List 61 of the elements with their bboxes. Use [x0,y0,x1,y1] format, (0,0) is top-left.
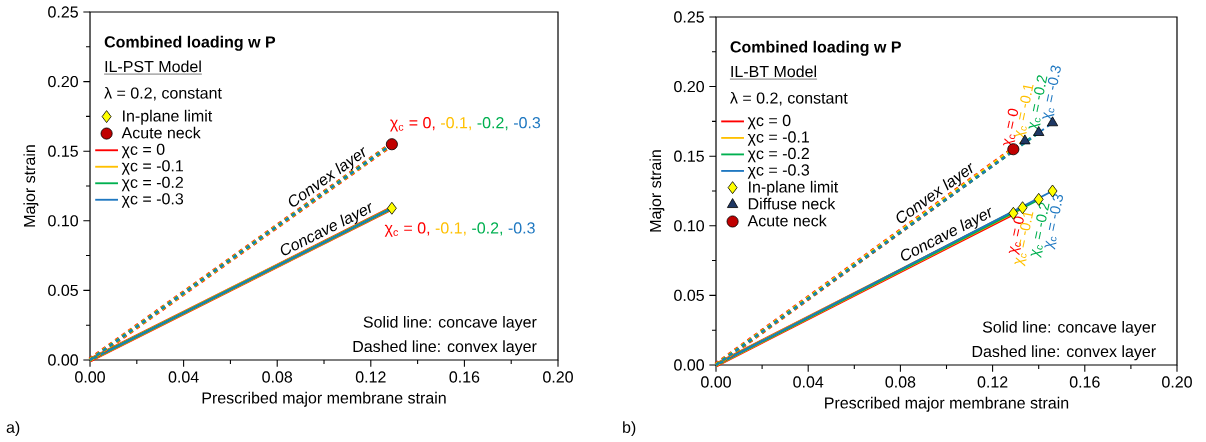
annotation: χ$_{c}$ = 0, [390,117,435,132]
text: b) [623,421,636,437]
x-tick-label: 0.16 [1069,376,1100,388]
y-tick-label: 0.15 [674,150,704,162]
annotation: -0.1, [441,117,471,131]
x-tick-label: 0.04 [793,376,824,388]
annotation: -0.1, [435,222,466,236]
legend-label: χc = -0.2 [121,176,183,192]
x-tick-label: 0.12 [977,376,1008,388]
x-tick-label: 0.12 [355,371,386,383]
x-tick-label: 0.04 [168,371,199,383]
text: IL-BT Model [731,65,816,78]
x-tick-label: 0.16 [449,371,480,383]
annotation: λ = 0.2, constant [730,91,848,106]
legend-label: In-plane limit [123,109,213,125]
x-tick-label: 0.20 [543,371,573,383]
legend-label: χc = -0.3 [121,193,184,208]
y-axis-title: Major strain [649,150,665,232]
annotation: -0.3 [508,222,535,234]
x-tick-label: 0.08 [885,376,916,388]
legend-label: Acute neck [747,214,827,227]
annotation: χ$_{c}$ = 0, [384,222,430,237]
legend-label: χc = -0.3 [747,164,810,179]
legend-label: χc = -0.1 [121,160,183,175]
text: Combined loading w P [730,40,901,56]
x-tick-label: 0.00 [701,376,731,388]
text: Combined loading w P [104,35,276,51]
annotation: λ = 0.2, constant [104,86,222,101]
annotation: Dashed line: convex layer [353,340,537,356]
x-tick-label: 0.08 [262,371,293,383]
annotation: Solid line: concave layer [982,321,1156,336]
y-tick-label: 0.10 [674,220,705,232]
annotation: -0.2, [472,222,503,236]
annotation: Dashed line: convex layer [972,345,1156,361]
y-tick-label: 0.20 [674,80,705,93]
text: a) [6,421,20,437]
y-tick-label: 0.00 [48,354,79,366]
y-tick-label: 0.05 [674,289,704,302]
y-tick-label: 0.00 [674,359,705,371]
y-tick-label: 0.10 [48,215,79,227]
y-tick-label: 0.25 [48,6,78,18]
legend-label: χc = 0 [121,143,165,159]
legend-label: Acute neck [121,126,201,139]
legend-label: In-plane limit [749,180,839,196]
legend-label: χc = -0.2 [747,147,809,163]
y-tick-label: 0.15 [48,145,78,157]
annotation: -0.2, [477,117,508,131]
x-axis-title: Prescribed major membrane strain [825,396,1069,412]
y-tick-label: 0.05 [48,284,78,297]
annotation: Solid line: concave layer [363,316,537,331]
x-tick-label: 0.20 [1162,376,1192,388]
y-tick-label: 0.20 [48,75,79,88]
annotation: -0.3 [513,117,541,129]
x-tick-label: 0.00 [75,371,105,383]
legend-label: χc = 0 [747,114,791,130]
legend-label: χc = -0.1 [747,131,809,146]
y-tick-label: 0.25 [674,11,704,23]
text: IL-PST Model [105,60,201,73]
x-axis-title: Prescribed major membrane strain [202,391,446,407]
legend-label: Diffuse neck [748,197,836,210]
y-axis-title: Major strain [23,145,39,227]
